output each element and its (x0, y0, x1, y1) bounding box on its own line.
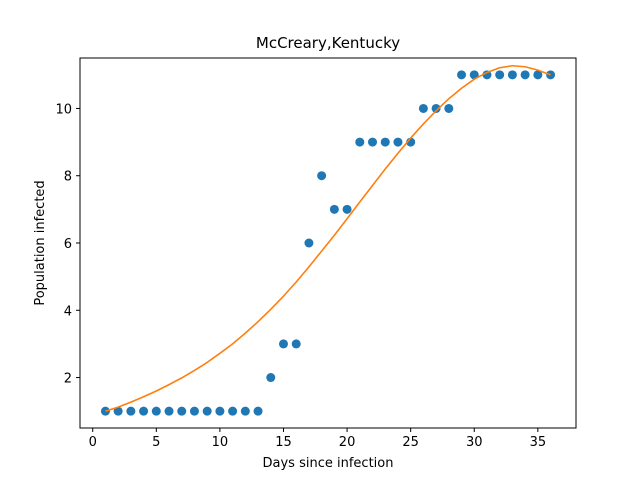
scatter-point (507, 70, 517, 80)
x-tick-label: 5 (152, 435, 160, 450)
scatter-point (113, 406, 123, 416)
chart-title: McCreary,Kentucky (256, 34, 400, 52)
scatter-point (139, 406, 149, 416)
scatter-point (329, 204, 339, 214)
scatter-point (202, 406, 212, 416)
fit-curve-line (105, 64, 551, 412)
scatter-point (393, 137, 403, 147)
scatter-point (228, 406, 238, 416)
scatter-point (317, 171, 327, 181)
scatter-point (151, 406, 161, 416)
scatter-point (418, 103, 428, 113)
x-axis-label: Days since infection (263, 456, 394, 471)
scatter-point (342, 204, 352, 214)
scatter-point (291, 339, 301, 349)
scatter-point (546, 70, 556, 80)
x-tick-label: 25 (402, 435, 419, 450)
scatter-point (240, 406, 250, 416)
y-tick-label: 4 (64, 304, 72, 319)
y-tick-label: 10 (55, 102, 72, 117)
scatter-point (278, 339, 288, 349)
scatter-point (100, 406, 110, 416)
scatter-point (177, 406, 187, 416)
scatter-point (368, 137, 378, 147)
x-tick-label: 15 (275, 435, 292, 450)
scatter-point (469, 70, 479, 80)
scatter-point (495, 70, 505, 80)
scatter-point (457, 70, 467, 80)
scatter-point (164, 406, 174, 416)
scatter-point (444, 103, 454, 113)
scatter-point (266, 373, 276, 383)
x-tick-label: 35 (530, 435, 547, 450)
scatter-point (253, 406, 263, 416)
x-tick-label: 20 (339, 435, 356, 450)
scatter-point (355, 137, 365, 147)
scatter-point (215, 406, 225, 416)
scatter-point (431, 103, 441, 113)
y-axis-label: Population infected (33, 180, 48, 305)
x-tick-label: 0 (89, 435, 97, 450)
y-axis: 2 4 6 8 10 (55, 102, 80, 387)
x-tick-label: 10 (212, 435, 229, 450)
y-tick-label: 8 (64, 170, 72, 185)
y-tick-label: 2 (64, 372, 72, 387)
scatter-point (520, 70, 530, 80)
scatter-point (189, 406, 199, 416)
scatter-point (126, 406, 136, 416)
scatter-point (533, 70, 543, 80)
scatter-point (304, 238, 314, 248)
scatter-point (482, 70, 492, 80)
scatter-point (380, 137, 390, 147)
y-tick-label: 6 (64, 237, 72, 252)
series-layer (100, 64, 556, 416)
x-tick-label: 30 (466, 435, 483, 450)
x-axis: 0 5 10 15 20 25 30 35 (89, 428, 547, 450)
